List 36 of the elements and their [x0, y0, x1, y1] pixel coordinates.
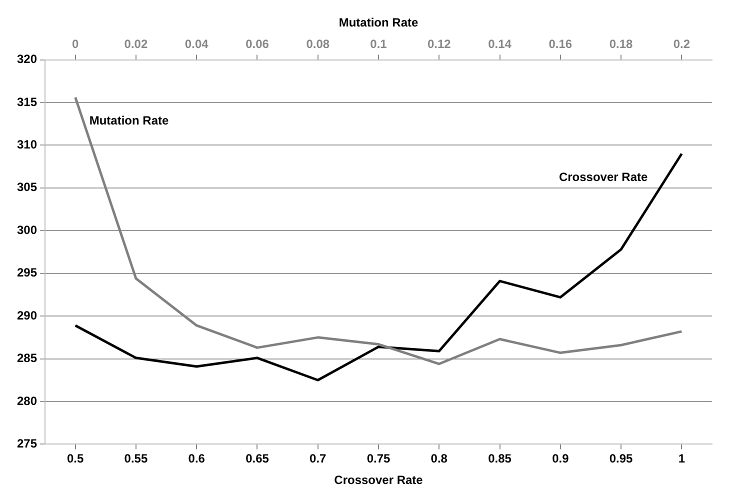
x-tick-label: 0.9 [552, 452, 570, 466]
x-tick-label: 0.95 [609, 452, 634, 466]
x2-tick-label: 0 [72, 36, 79, 51]
x2-tick-label: 0.06 [246, 36, 270, 51]
x2-tick-label: 0.1 [370, 36, 388, 51]
series-label: Crossover Rate [558, 170, 648, 184]
y-tick-label: 320 [16, 52, 38, 66]
x-tick-label: 0.75 [366, 452, 391, 466]
x2-axis-title: Mutation Rate [338, 16, 418, 30]
x-tick-label: 1 [678, 452, 686, 466]
x2-tick-label: 0.2 [673, 36, 690, 51]
y-tick-label: 295 [16, 266, 38, 280]
x-tick-label: 0.5 [66, 452, 84, 466]
x-tick-label: 0.6 [188, 452, 206, 466]
x-tick-label: 0.85 [488, 452, 512, 466]
y-tick-label: 290 [16, 308, 38, 322]
y-tick-label: 280 [16, 394, 38, 408]
x2-tick-label: 0.14 [488, 36, 512, 51]
y-tick-label: 315 [16, 94, 38, 109]
x-tick-label: 0.8 [430, 452, 448, 466]
x2-tick-label: 0.02 [124, 36, 148, 51]
x2-tick-label: 0.12 [427, 36, 452, 51]
x2-tick-label: 0.04 [184, 36, 209, 51]
series-label: Mutation Rate [89, 114, 169, 128]
x2-tick-label: 0.18 [609, 36, 634, 51]
y-tick-label: 310 [16, 138, 38, 152]
y-tick-label: 305 [16, 180, 38, 194]
x2-tick-label: 0.16 [548, 36, 572, 51]
y-tick-label: 300 [16, 222, 38, 237]
x-tick-label: 0.7 [310, 452, 327, 466]
x2-tick-label: 0.08 [306, 36, 330, 51]
x-axis-title: Crossover Rate [334, 473, 424, 488]
y-tick-label: 285 [16, 351, 38, 366]
y-tick-label: 275 [16, 436, 38, 451]
x-tick-label: 0.65 [246, 452, 270, 466]
x-tick-label: 0.55 [124, 452, 148, 466]
